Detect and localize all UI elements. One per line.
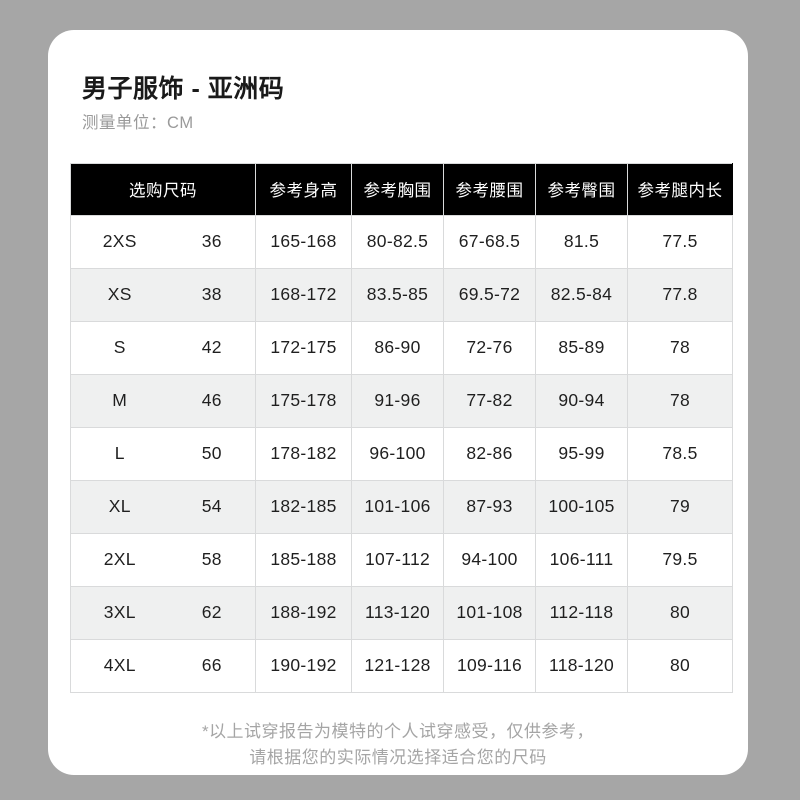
- table-row: 3XL 62 188-192 113-120 101-108 112-118 80: [70, 585, 733, 640]
- table-row: S 42 172-175 86-90 72-76 85-89 78: [70, 320, 733, 375]
- cell-reference-height: 178-182: [255, 426, 352, 481]
- cell-reference-waist: 77-82: [443, 373, 536, 428]
- cell-size-number: 54: [168, 479, 256, 534]
- cell-reference-inseam: 79.5: [627, 532, 733, 587]
- cell-reference-inseam: 78.5: [627, 426, 733, 481]
- disclaimer-line-2: 请根据您的实际情况选择适合您的尺码: [249, 748, 547, 768]
- cell-reference-chest: 86-90: [351, 320, 444, 375]
- cell-size-label: M: [70, 373, 169, 428]
- page-title: 男子服饰 - 亚洲码: [82, 75, 285, 103]
- cell-reference-height: 172-175: [255, 320, 352, 375]
- cell-size-number: 58: [168, 532, 256, 587]
- cell-size-number: 42: [168, 320, 256, 375]
- cell-size-label: 3XL: [70, 585, 169, 640]
- column-header-waist: 参考腰围: [443, 162, 536, 216]
- disclaimer-note: *以上试穿报告为模特的个人试穿感受，仅供参考， 请根据您的实际情况选择适合您的尺…: [68, 719, 728, 772]
- column-header-size: 选购尺码: [70, 162, 256, 216]
- cell-reference-inseam: 78: [627, 373, 733, 428]
- cell-size-label: XS: [70, 267, 169, 322]
- table-row: XS 38 168-172 83.5-85 69.5-72 82.5-84 77.8: [70, 267, 733, 322]
- cell-reference-height: 190-192: [255, 638, 352, 693]
- cell-reference-hip: 90-94: [535, 373, 628, 428]
- cell-reference-chest: 80-82.5: [351, 214, 444, 269]
- cell-reference-inseam: 80: [627, 585, 733, 640]
- cell-reference-chest: 121-128: [351, 638, 444, 693]
- cell-reference-height: 185-188: [255, 532, 352, 587]
- cell-reference-waist: 101-108: [443, 585, 536, 640]
- disclaimer-line-1: *以上试穿报告为模特的个人试穿感受，仅供参考，: [201, 721, 595, 741]
- cell-size-number: 62: [168, 585, 256, 640]
- table-header: 选购尺码 参考身高 参考胸围 参考腰围 参考臀围 参考腿内长: [70, 162, 733, 216]
- size-chart-card: 男子服饰 - 亚洲码 测量单位：CM 选购尺码 参考身高: [48, 30, 748, 775]
- cell-reference-hip: 112-118: [535, 585, 628, 640]
- column-header-hip: 参考臀围: [535, 162, 628, 216]
- cell-reference-waist: 69.5-72: [443, 267, 536, 322]
- cell-reference-chest: 113-120: [351, 585, 444, 640]
- cell-size-number: 36: [168, 214, 256, 269]
- cell-reference-waist: 94-100: [443, 532, 536, 587]
- cell-reference-height: 165-168: [255, 214, 352, 269]
- table-body: 2XS 36 165-168 80-82.5 67-68.5 81.5 77.5 XS 38 16…: [70, 214, 733, 693]
- cell-size-label: L: [70, 426, 169, 481]
- cell-reference-hip: 100-105: [535, 479, 628, 534]
- cell-reference-waist: 109-116: [443, 638, 536, 693]
- size-chart-table: 选购尺码 参考身高 参考胸围 参考腰围 参考臀围 参考腿内长 2XS 36 165-…: [70, 162, 733, 693]
- card-content: 男子服饰 - 亚洲码 测量单位：CM 选购尺码 参考身高: [48, 30, 748, 771]
- cell-reference-inseam: 80: [627, 638, 733, 693]
- cell-reference-hip: 81.5: [535, 214, 628, 269]
- table-row: M 46 175-178 91-96 77-82 90-94 78: [70, 373, 733, 428]
- cell-size-number: 46: [168, 373, 256, 428]
- cell-size-number: 66: [168, 638, 256, 693]
- table-row: 2XL 58 185-188 107-112 94-100 106-111 79.5: [70, 532, 733, 587]
- table-row: 4XL 66 190-192 121-128 109-116 118-120 80: [70, 638, 733, 693]
- cell-reference-inseam: 79: [627, 479, 733, 534]
- cell-reference-hip: 106-111: [535, 532, 628, 587]
- cell-reference-waist: 67-68.5: [443, 214, 536, 269]
- cell-reference-waist: 82-86: [443, 426, 536, 481]
- cell-size-label: 4XL: [70, 638, 169, 693]
- cell-reference-inseam: 77.5: [627, 214, 733, 269]
- cell-reference-waist: 87-93: [443, 479, 536, 534]
- cell-size-label: S: [70, 320, 169, 375]
- cell-size-number: 38: [168, 267, 256, 322]
- cell-size-label: XL: [70, 479, 169, 534]
- cell-reference-waist: 72-76: [443, 320, 536, 375]
- table-row: XL 54 182-185 101-106 87-93 100-105 79: [70, 479, 733, 534]
- cell-reference-chest: 107-112: [351, 532, 444, 587]
- cell-reference-height: 175-178: [255, 373, 352, 428]
- table-row: 2XS 36 165-168 80-82.5 67-68.5 81.5 77.5: [70, 214, 733, 269]
- heading-block: 男子服饰 - 亚洲码 测量单位：CM: [68, 74, 728, 134]
- cell-size-number: 50: [168, 426, 256, 481]
- cell-reference-inseam: 78: [627, 320, 733, 375]
- cell-reference-chest: 96-100: [351, 426, 444, 481]
- column-header-inseam: 参考腿内长: [627, 162, 733, 216]
- cell-reference-chest: 101-106: [351, 479, 444, 534]
- cell-size-label: 2XS: [70, 214, 169, 269]
- cell-reference-hip: 85-89: [535, 320, 628, 375]
- table-row: L 50 178-182 96-100 82-86 95-99 78.5: [70, 426, 733, 481]
- cell-reference-height: 182-185: [255, 479, 352, 534]
- cell-reference-hip: 82.5-84: [535, 267, 628, 322]
- size-table-container: 选购尺码 参考身高 参考胸围 参考腰围 参考臀围 参考腿内长 2XS 36 165-…: [68, 162, 733, 693]
- column-header-height: 参考身高: [255, 162, 352, 216]
- column-header-chest: 参考胸围: [351, 162, 444, 216]
- header-row: 选购尺码 参考身高 参考胸围 参考腰围 参考臀围 参考腿内长: [70, 162, 733, 216]
- cell-reference-hip: 95-99: [535, 426, 628, 481]
- cell-size-label: 2XL: [70, 532, 169, 587]
- cell-reference-height: 168-172: [255, 267, 352, 322]
- cell-reference-chest: 91-96: [351, 373, 444, 428]
- measurement-unit-label: 测量单位：CM: [82, 114, 194, 132]
- cell-reference-chest: 83.5-85: [351, 267, 444, 322]
- cell-reference-hip: 118-120: [535, 638, 628, 693]
- cell-reference-inseam: 77.8: [627, 267, 733, 322]
- cell-reference-height: 188-192: [255, 585, 352, 640]
